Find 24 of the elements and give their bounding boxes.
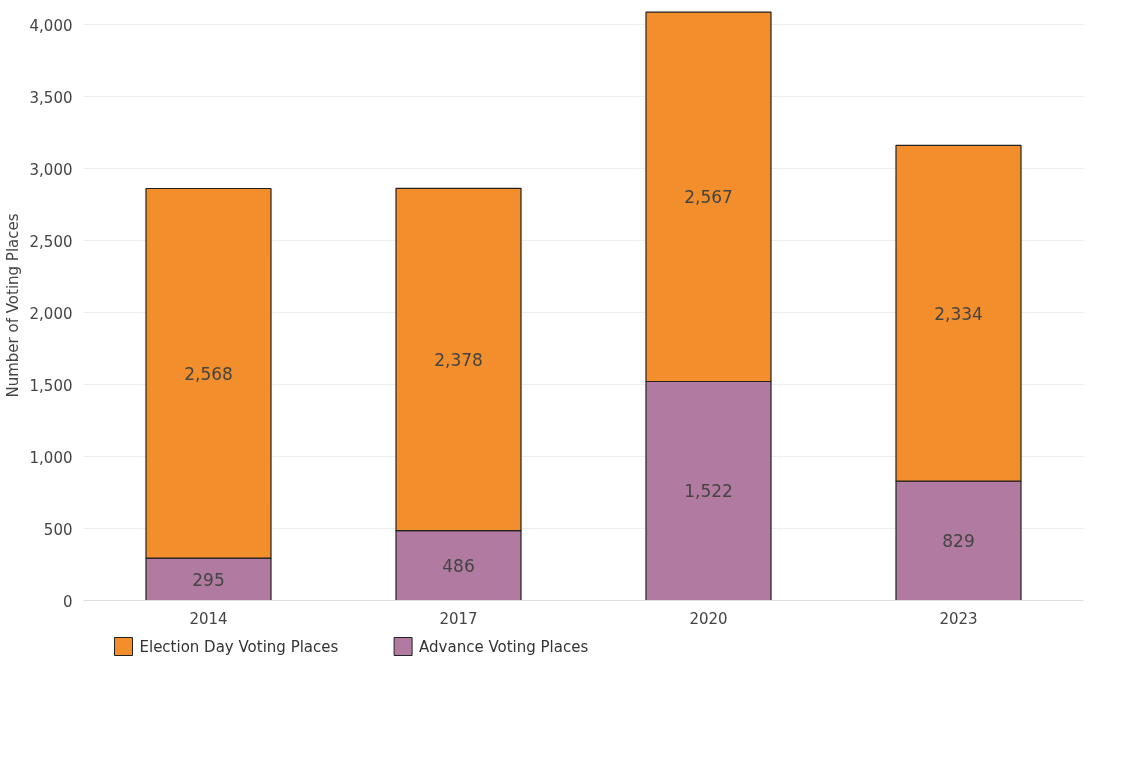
data-label: 2,567: [684, 187, 733, 208]
data-label: 829: [942, 531, 975, 552]
y-tick-label: 3,000: [29, 160, 73, 179]
data-label: 2,334: [934, 303, 983, 324]
data-label: 486: [442, 556, 475, 577]
x-tick-label: 2017: [439, 609, 478, 628]
y-tick-label: 1,500: [29, 376, 73, 395]
y-tick-label: 4,000: [29, 16, 73, 35]
legend-label: Advance Voting Places: [419, 637, 589, 656]
y-tick-label: 2,000: [29, 304, 73, 323]
x-tick-label: 2014: [189, 609, 228, 628]
data-label: 2,568: [184, 363, 233, 384]
y-axis-title: Number of Voting Places: [3, 213, 22, 398]
y-tick-label: 3,500: [29, 88, 73, 107]
data-label: 295: [192, 569, 225, 590]
y-tick-label: 2,500: [29, 232, 73, 251]
data-label: 2,378: [434, 349, 483, 370]
x-tick-label: 2023: [939, 609, 978, 628]
y-tick-label: 0: [62, 592, 73, 611]
x-tick-label: 2020: [689, 609, 728, 628]
y-tick-label: 500: [43, 520, 73, 539]
data-label: 1,522: [684, 481, 733, 502]
y-tick-label: 1,000: [29, 448, 73, 467]
legend-label: Election Day Voting Places: [139, 637, 339, 656]
